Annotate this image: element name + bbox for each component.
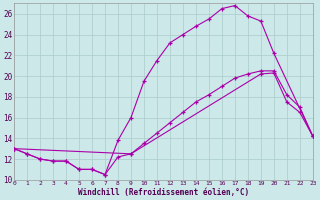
X-axis label: Windchill (Refroidissement éolien,°C): Windchill (Refroidissement éolien,°C): [78, 188, 249, 197]
